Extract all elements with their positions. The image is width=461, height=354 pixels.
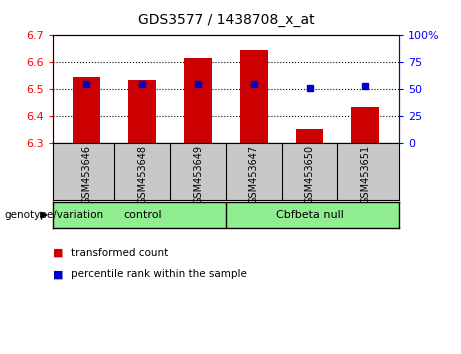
Bar — [128, 80, 156, 143]
Text: ■: ■ — [53, 248, 64, 258]
Text: genotype/variation: genotype/variation — [5, 210, 104, 220]
Text: GSM453651: GSM453651 — [361, 145, 370, 204]
Text: GDS3577 / 1438708_x_at: GDS3577 / 1438708_x_at — [137, 12, 314, 27]
Text: transformed count: transformed count — [71, 248, 169, 258]
Text: percentile rank within the sample: percentile rank within the sample — [71, 269, 248, 279]
Bar — [296, 129, 324, 143]
Text: Cbfbeta null: Cbfbeta null — [276, 210, 343, 220]
Bar — [351, 107, 379, 143]
Text: GSM453650: GSM453650 — [305, 145, 314, 204]
Text: ■: ■ — [53, 269, 64, 279]
Text: GSM453648: GSM453648 — [137, 145, 147, 204]
Text: GSM453646: GSM453646 — [82, 145, 91, 204]
Text: control: control — [123, 210, 161, 220]
Bar — [184, 58, 212, 143]
Bar — [72, 77, 100, 143]
Text: GSM453649: GSM453649 — [193, 145, 203, 204]
Bar — [240, 50, 268, 143]
Text: GSM453647: GSM453647 — [249, 145, 259, 204]
